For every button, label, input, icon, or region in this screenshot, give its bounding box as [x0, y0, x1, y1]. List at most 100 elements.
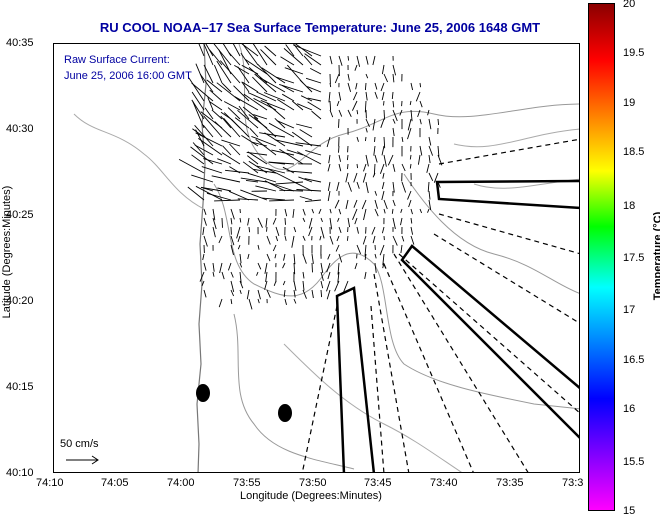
colorbar-tick-label: 15.5: [623, 456, 645, 468]
current-vector: [257, 63, 277, 84]
colorbar-label: Temperature (°C): [652, 211, 660, 301]
current-vector: [401, 136, 404, 142]
current-vector: [329, 100, 332, 111]
current-vector: [302, 208, 306, 216]
current-vector: [194, 144, 214, 156]
current-vector: [243, 93, 268, 111]
current-vector: [336, 181, 340, 192]
current-vector: [248, 226, 251, 233]
current-vector: [217, 158, 232, 165]
current-vector: [293, 289, 296, 298]
current-vector: [199, 271, 205, 282]
current-vector: [275, 226, 280, 237]
current-vector: [338, 208, 342, 215]
current-vector: [305, 77, 322, 84]
current-vector: [329, 235, 334, 245]
current-vector: [326, 280, 331, 292]
current-vector: [279, 148, 304, 165]
current-vector: [201, 280, 205, 287]
current-vector: [209, 101, 223, 111]
current-vector: [381, 190, 385, 201]
current-vector: [428, 154, 431, 164]
marker-dot: [278, 404, 292, 422]
current-vector: [374, 262, 377, 273]
current-vector: [391, 91, 394, 100]
current-vector: [219, 262, 223, 274]
current-vector: [354, 217, 358, 225]
current-vector: [335, 244, 340, 252]
y-tick-label: 40:20: [6, 295, 34, 307]
current-vector: [320, 289, 323, 298]
current-vector: [240, 52, 250, 66]
current-vector: [260, 49, 277, 66]
current-vector: [178, 159, 205, 174]
map-plot[interactable]: Raw Surface Current: June 25, 2006 16:00…: [53, 43, 580, 473]
depth-contour: [238, 44, 579, 170]
current-vector: [428, 190, 431, 200]
colorbar-tick-label: 19: [623, 97, 636, 109]
current-vector: [293, 44, 322, 57]
current-vector: [264, 262, 268, 274]
current-vector: [329, 82, 332, 88]
lane-line: [433, 233, 579, 324]
x-tick-label: 73:45: [364, 477, 392, 489]
current-vector: [407, 118, 412, 131]
current-vector: [311, 253, 314, 264]
lane-line: [383, 263, 474, 472]
current-vector: [365, 73, 369, 79]
current-vector: [299, 196, 313, 201]
current-vector: [203, 158, 223, 165]
current-vector: [276, 76, 295, 84]
current-vector: [427, 109, 430, 116]
current-vector: [373, 145, 376, 156]
current-vector: [356, 226, 359, 234]
current-vector: [292, 100, 304, 111]
current-vector: [437, 145, 440, 157]
current-vector: [195, 132, 223, 147]
current-vector: [292, 208, 295, 218]
current-vector: [228, 52, 241, 66]
current-vector: [354, 64, 358, 71]
current-vector: [216, 82, 241, 102]
current-vector: [212, 208, 216, 221]
current-vector: [267, 168, 295, 183]
current-vector: [302, 253, 307, 264]
current-vector: [239, 280, 244, 289]
current-vector: [347, 181, 352, 192]
current-vector: [218, 235, 223, 244]
current-vector: [338, 55, 343, 66]
colorbar-tick-label: 18: [623, 200, 636, 212]
current-vector: [392, 217, 396, 230]
current-vector: [249, 127, 259, 138]
current-vector: [319, 235, 322, 241]
x-tick-label: 74:10: [36, 477, 64, 489]
current-vector: [239, 262, 243, 268]
current-vector: [230, 298, 233, 305]
current-vector: [327, 253, 331, 260]
current-vector: [371, 226, 376, 235]
current-vector: [259, 132, 286, 138]
current-vector: [419, 82, 422, 88]
current-vector: [230, 244, 234, 256]
current-vector: [213, 44, 232, 66]
current-vector: [337, 262, 340, 275]
current-vector: [253, 168, 277, 174]
current-vector: [401, 181, 407, 193]
colorbar-tick-label: 17.5: [623, 252, 645, 264]
current-vector: [381, 64, 385, 75]
current-vector: [284, 298, 287, 306]
current-vector: [285, 44, 295, 57]
current-vector: [305, 149, 322, 156]
current-vector: [201, 166, 223, 174]
current-vector: [409, 154, 412, 160]
depth-contour: [73, 113, 205, 210]
current-vector: [345, 199, 349, 210]
current-vector: [212, 262, 215, 272]
colorbar-tick-label: 17: [623, 304, 636, 316]
current-vector: [383, 100, 385, 106]
current-vector: [200, 186, 223, 192]
y-tick-label: 40:15: [6, 381, 34, 393]
current-vector: [303, 55, 313, 66]
current-vector: [284, 67, 304, 75]
current-vector: [311, 262, 313, 273]
